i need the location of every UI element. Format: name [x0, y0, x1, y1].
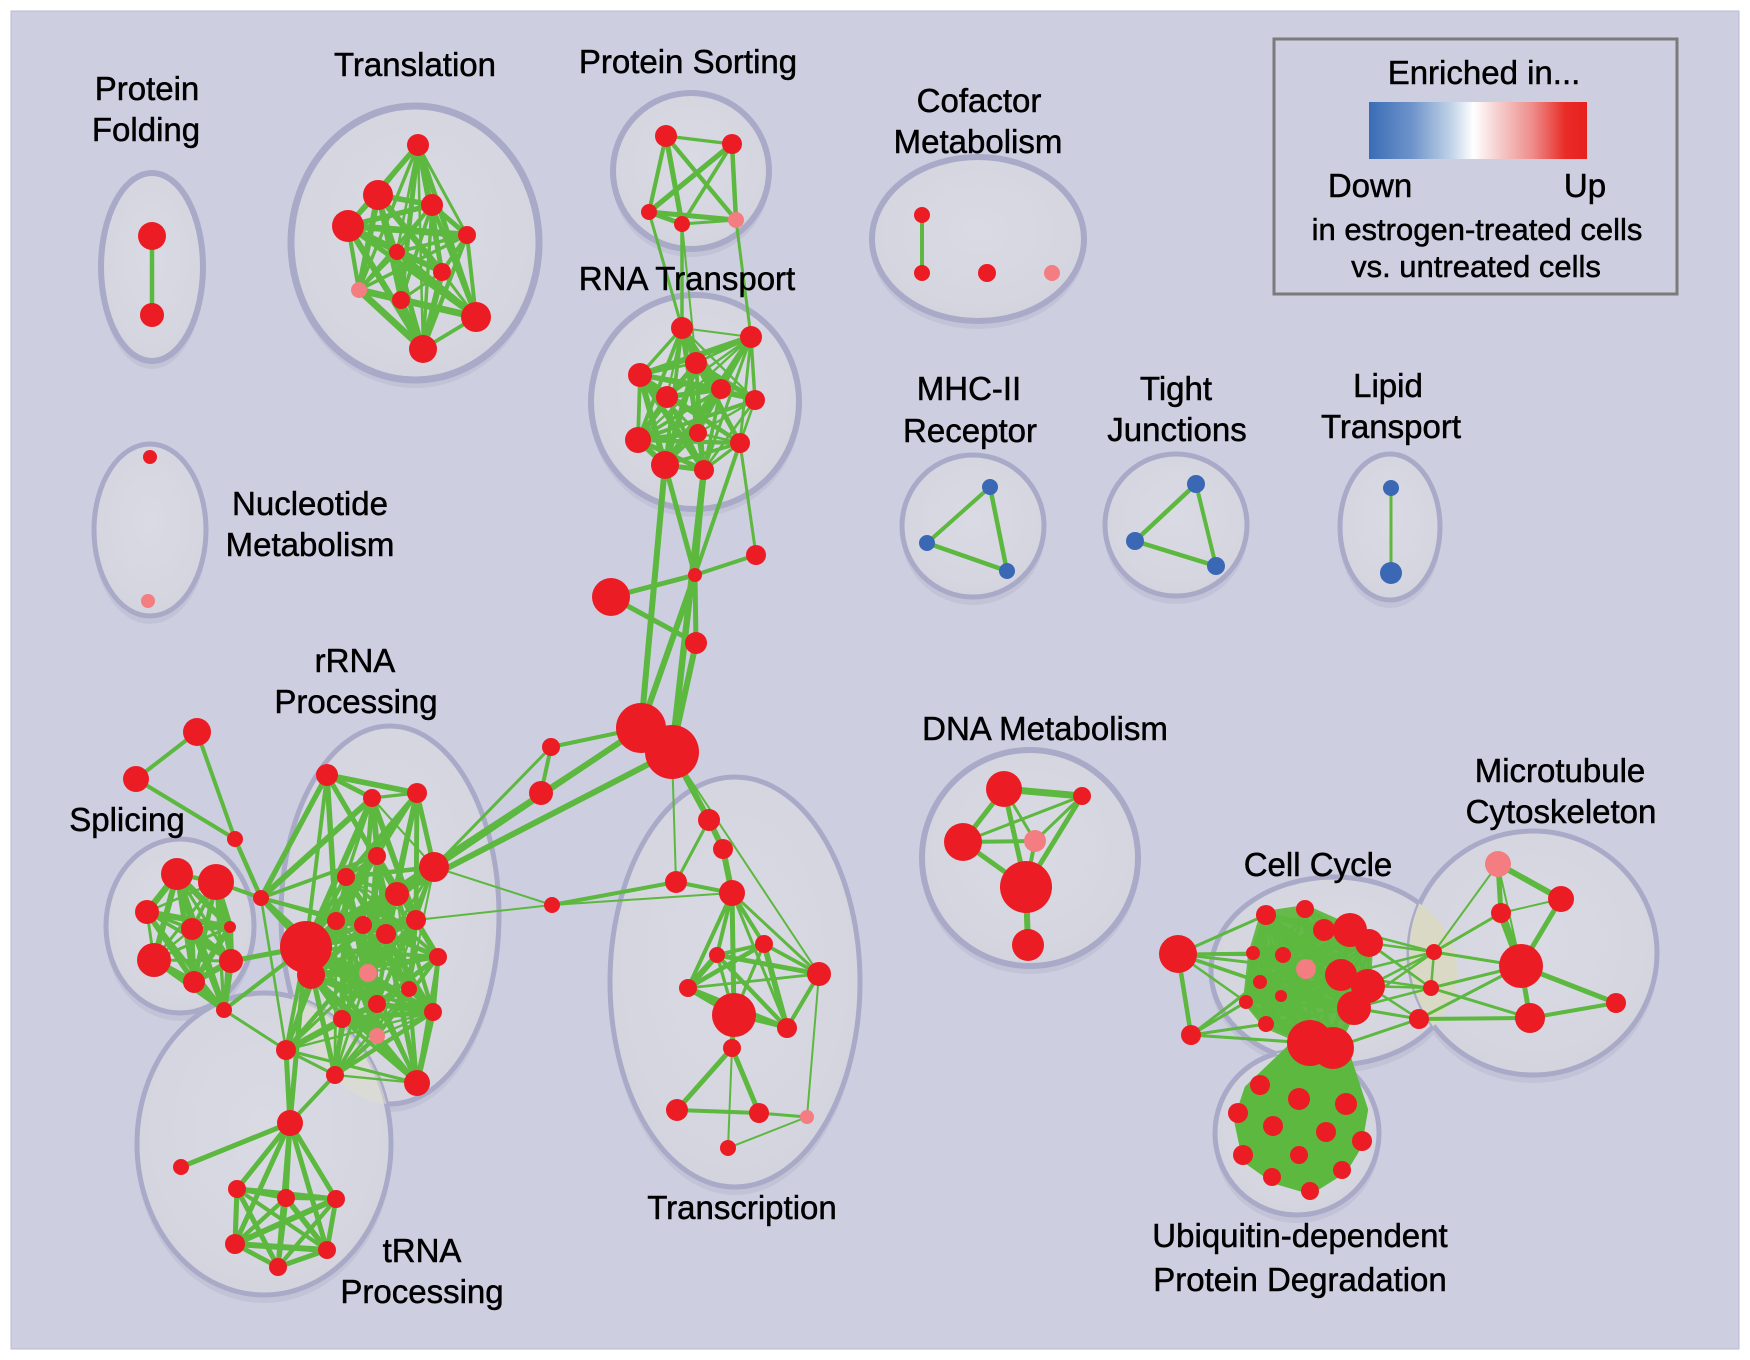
svg-text:Protein: Protein — [95, 70, 200, 107]
svg-text:Translation: Translation — [334, 46, 496, 83]
svg-text:vs. untreated cells: vs. untreated cells — [1351, 249, 1601, 284]
svg-text:Cofactor: Cofactor — [917, 82, 1042, 119]
svg-text:Processing: Processing — [274, 683, 437, 720]
svg-text:Cytoskeleton: Cytoskeleton — [1466, 793, 1657, 830]
svg-text:Splicing: Splicing — [69, 801, 185, 838]
svg-text:Processing: Processing — [340, 1273, 503, 1310]
svg-text:Ubiquitin-dependent: Ubiquitin-dependent — [1152, 1217, 1447, 1254]
svg-text:Tight: Tight — [1140, 370, 1212, 407]
svg-text:Folding: Folding — [92, 111, 200, 148]
svg-text:Cell Cycle: Cell Cycle — [1244, 846, 1393, 883]
svg-text:Metabolism: Metabolism — [894, 123, 1063, 160]
svg-text:Transport: Transport — [1321, 408, 1461, 445]
svg-text:Nucleotide: Nucleotide — [232, 485, 388, 522]
svg-text:rRNA: rRNA — [315, 642, 396, 679]
svg-text:Junctions: Junctions — [1107, 411, 1246, 448]
svg-text:MHC-II: MHC-II — [917, 370, 1021, 407]
svg-text:Metabolism: Metabolism — [226, 526, 395, 563]
svg-text:Protein Degradation: Protein Degradation — [1153, 1261, 1447, 1298]
svg-text:in estrogen-treated cells: in estrogen-treated cells — [1312, 212, 1643, 247]
svg-text:Transcription: Transcription — [647, 1189, 837, 1226]
svg-text:Receptor: Receptor — [903, 412, 1037, 449]
svg-text:Protein Sorting: Protein Sorting — [579, 43, 797, 80]
svg-text:Lipid: Lipid — [1353, 367, 1423, 404]
svg-text:tRNA: tRNA — [383, 1232, 462, 1269]
svg-text:Enriched in...: Enriched in... — [1388, 54, 1581, 91]
svg-text:Up: Up — [1564, 167, 1606, 204]
svg-text:DNA Metabolism: DNA Metabolism — [922, 710, 1168, 747]
svg-text:RNA Transport: RNA Transport — [579, 260, 795, 297]
svg-text:Microtubule: Microtubule — [1475, 752, 1646, 789]
svg-text:Down: Down — [1328, 167, 1412, 204]
